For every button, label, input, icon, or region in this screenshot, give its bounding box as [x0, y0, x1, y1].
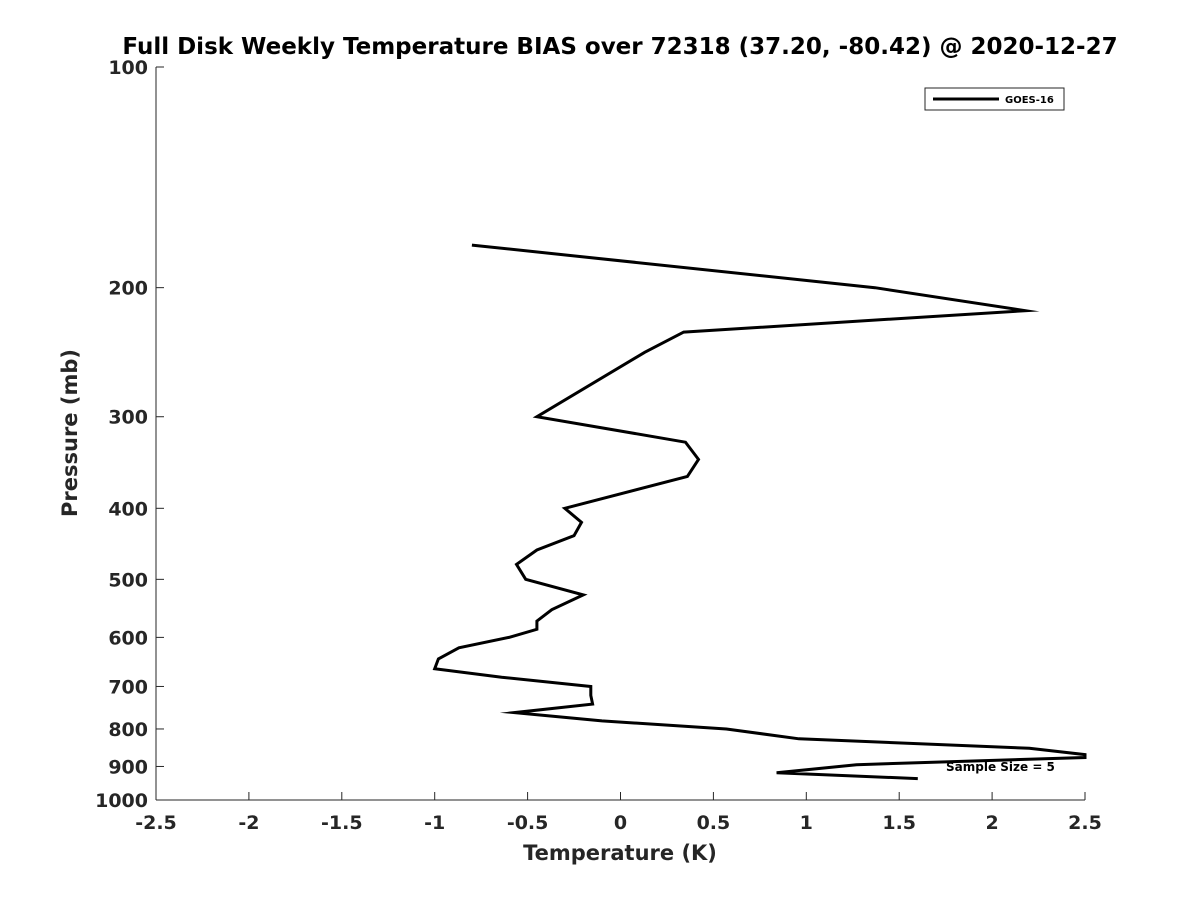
- y-axis-label: Pressure (mb): [58, 349, 82, 517]
- x-ticks: -2.5 -2 -1.5 -1 -0.5 0 0.5 1 1.5 2 2.5: [135, 792, 1102, 834]
- y-tick-label: 700: [108, 676, 148, 698]
- legend-entry-goes-16: GOES-16: [1005, 95, 1054, 106]
- chart-title: Full Disk Weekly Temperature BIAS over 7…: [122, 34, 1117, 60]
- x-tick-label: -2: [238, 812, 259, 834]
- y-tick-label: 100: [108, 57, 148, 79]
- x-tick-label: 1.5: [882, 812, 916, 834]
- x-tick-label: -1.5: [321, 812, 363, 834]
- y-tick-label: 600: [108, 627, 148, 649]
- series-layer: [432, 243, 1087, 781]
- y-tick-label: 900: [108, 756, 148, 778]
- series-line-goes-16: [432, 243, 1087, 781]
- x-tick-label: -1: [424, 812, 445, 834]
- y-tick-label: 400: [108, 498, 148, 520]
- x-axis-label: Temperature (K): [523, 841, 717, 865]
- x-tick-label: -2.5: [135, 812, 177, 834]
- x-tick-label: 0: [614, 812, 627, 834]
- y-tick-label: 200: [108, 278, 148, 300]
- y-tick-label: 1000: [95, 790, 148, 812]
- y-tick-label: 800: [108, 719, 148, 741]
- y-tick-label: 500: [108, 569, 148, 591]
- x-tick-label: 2: [985, 812, 998, 834]
- x-tick-label: 1: [800, 812, 813, 834]
- legend: GOES-16: [924, 87, 1065, 111]
- y-tick-label: 300: [108, 407, 148, 429]
- x-tick-label: 0.5: [697, 812, 731, 834]
- y-ticks: 100 200 300 400 500 600 700 800 900 1000: [95, 57, 164, 812]
- sample-size-annotation: Sample Size = 5: [946, 760, 1055, 774]
- x-tick-label: 2.5: [1068, 812, 1102, 834]
- x-tick-label: -0.5: [507, 812, 549, 834]
